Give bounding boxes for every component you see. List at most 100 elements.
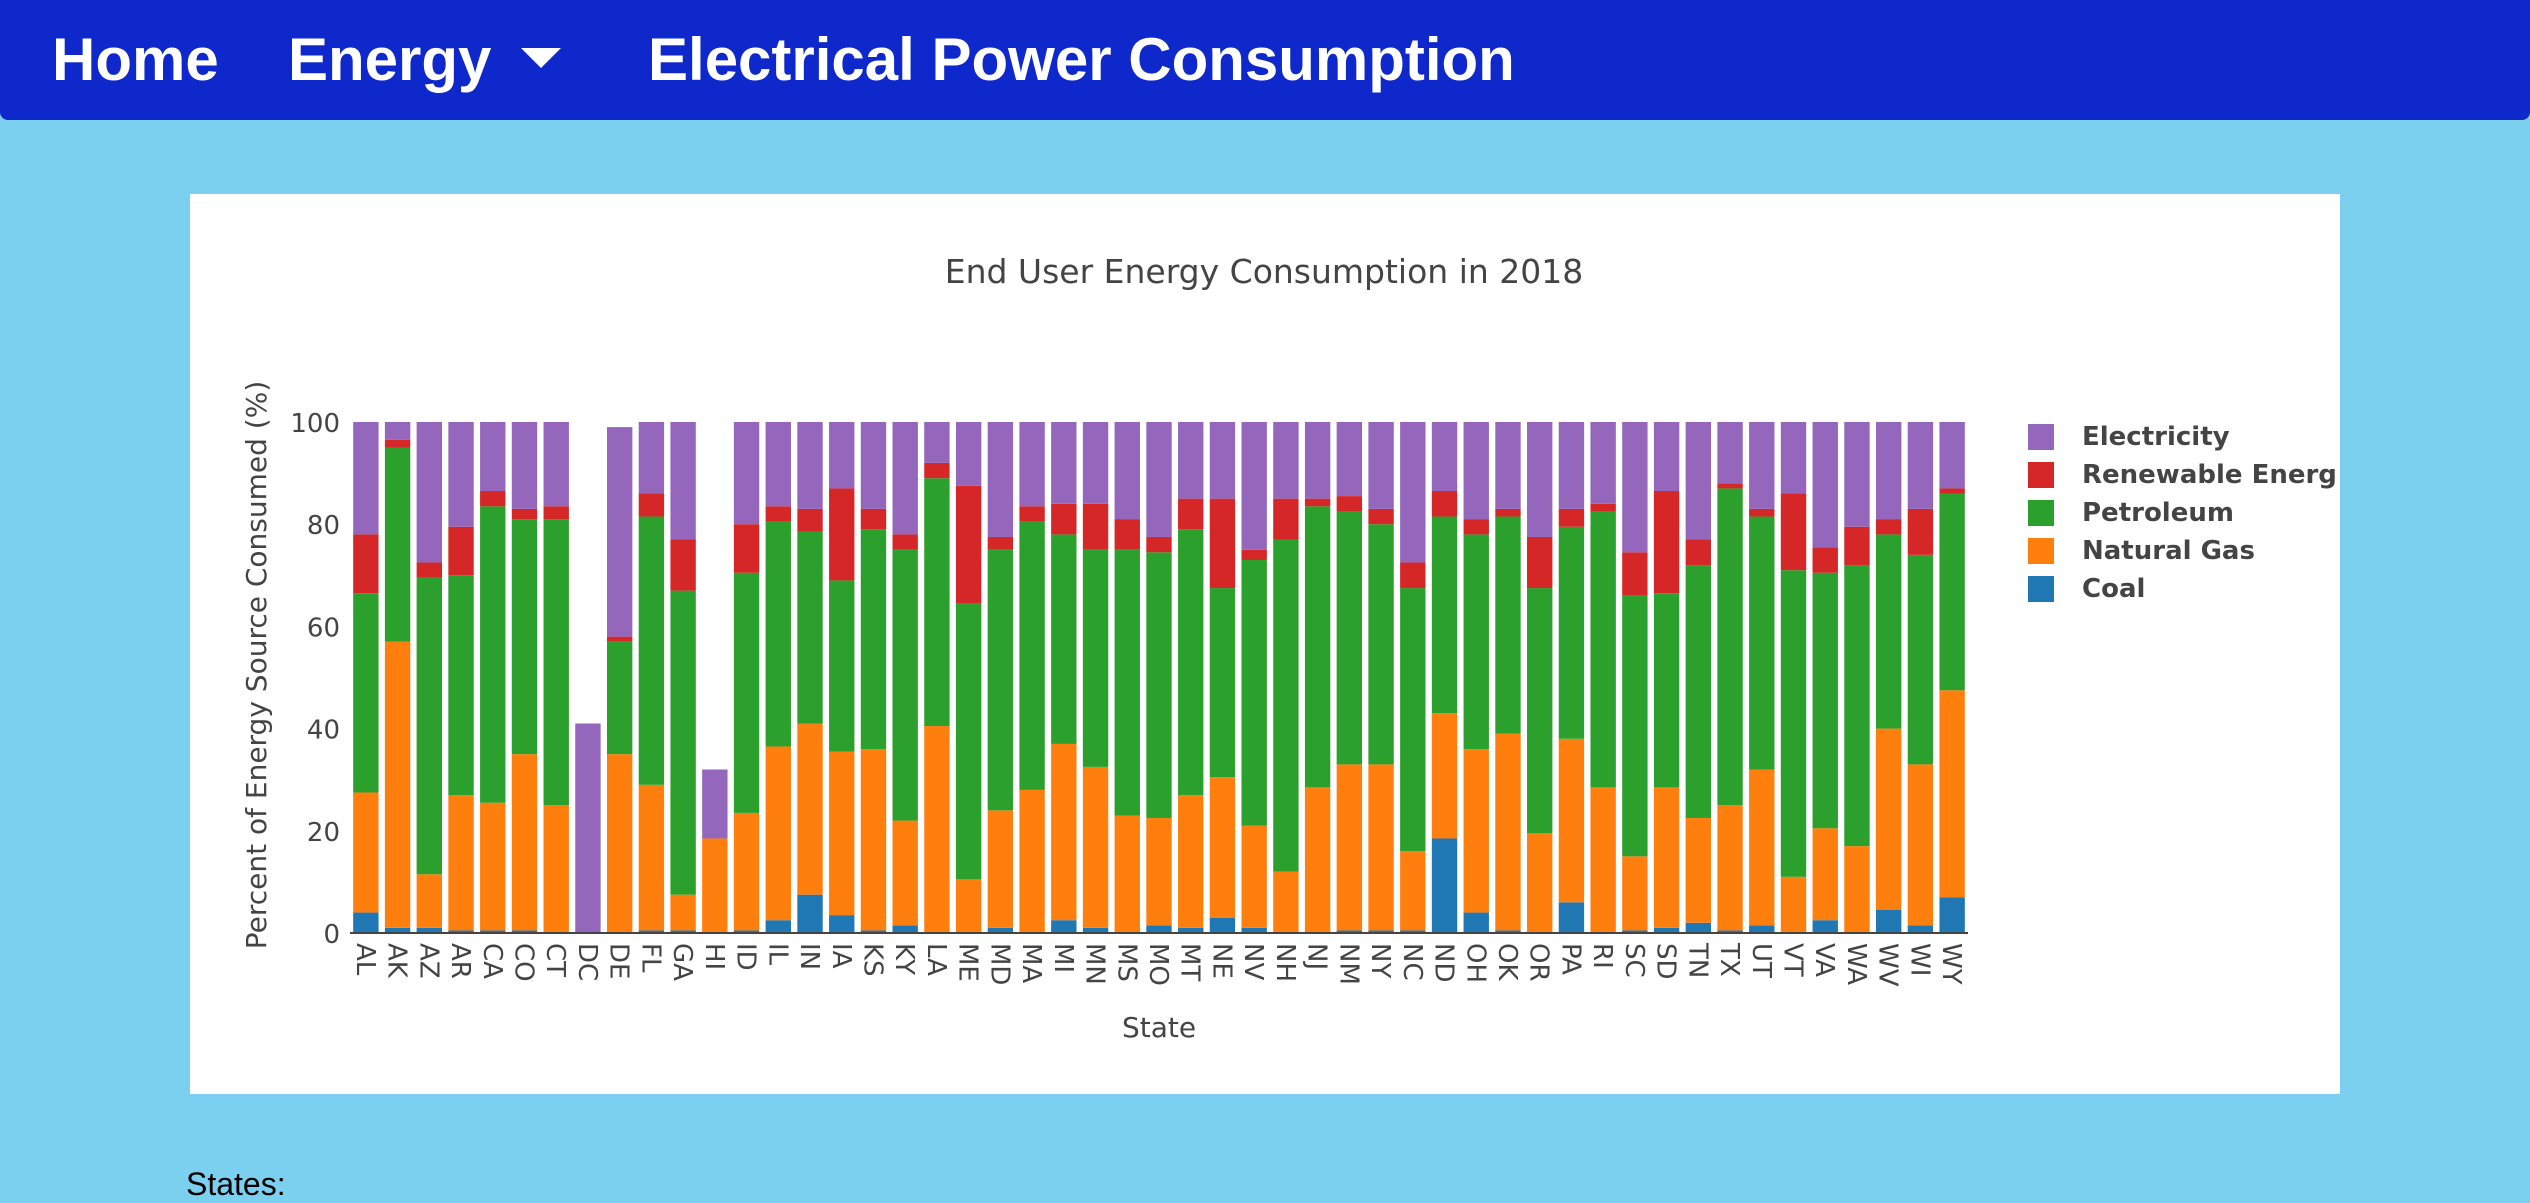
bar-nm-coal[interactable] — [1336, 930, 1363, 933]
bar-la-renewable-energ[interactable] — [924, 462, 950, 479]
bar-az-natural-gas[interactable] — [416, 874, 442, 928]
bar-ar-petroleum[interactable] — [448, 575, 474, 796]
bar-md-petroleum[interactable] — [987, 549, 1014, 811]
bar-wa-natural-gas[interactable] — [1844, 846, 1870, 933]
bar-nd-natural-gas[interactable] — [1431, 713, 1458, 839]
bar-ms-petroleum[interactable] — [1114, 549, 1140, 816]
bar-mo-coal[interactable] — [1146, 925, 1172, 933]
bar-ne-renewable-energ[interactable] — [1209, 498, 1236, 589]
bar-ms-renewable-energ[interactable] — [1114, 519, 1140, 550]
bar-nv-renewable-energ[interactable] — [1241, 549, 1267, 560]
bar-ri-renewable-energ[interactable] — [1590, 503, 1616, 512]
bar-wi-electricity[interactable] — [1907, 422, 1934, 509]
bar-mt-electricity[interactable] — [1178, 422, 1204, 499]
bar-ar-coal[interactable] — [448, 930, 474, 933]
bar-de-electricity[interactable] — [606, 427, 633, 637]
bar-pa-petroleum[interactable] — [1558, 526, 1585, 739]
bar-ct-electricity[interactable] — [543, 422, 569, 507]
bar-nj-natural-gas[interactable] — [1304, 787, 1331, 933]
bar-nv-coal[interactable] — [1241, 927, 1267, 933]
bar-fl-coal[interactable] — [638, 930, 665, 933]
bar-ut-petroleum[interactable] — [1749, 516, 1775, 770]
bar-hi-electricity[interactable] — [702, 769, 728, 839]
bar-sc-coal[interactable] — [1622, 930, 1648, 933]
bar-tx-electricity[interactable] — [1717, 422, 1743, 484]
bar-sc-electricity[interactable] — [1622, 422, 1648, 553]
bar-wv-coal[interactable] — [1876, 910, 1902, 933]
bar-mt-coal[interactable] — [1178, 927, 1204, 933]
bar-ny-renewable-energ[interactable] — [1368, 508, 1394, 525]
bar-az-electricity[interactable] — [416, 422, 442, 563]
bar-vt-electricity[interactable] — [1780, 422, 1807, 494]
bar-mi-renewable-energ[interactable] — [1051, 503, 1077, 535]
bar-wy-coal[interactable] — [1939, 897, 1965, 933]
bar-in-coal[interactable] — [797, 894, 823, 933]
bar-de-natural-gas[interactable] — [606, 754, 633, 933]
bar-md-renewable-energ[interactable] — [987, 536, 1014, 550]
bar-hi-natural-gas[interactable] — [702, 838, 728, 933]
bar-nh-petroleum[interactable] — [1273, 539, 1299, 872]
bar-fl-electricity[interactable] — [638, 422, 665, 494]
bar-nv-natural-gas[interactable] — [1241, 825, 1267, 928]
nav-energy-dropdown[interactable]: Energy — [288, 24, 562, 96]
bar-wi-coal[interactable] — [1907, 925, 1934, 933]
bar-ia-petroleum[interactable] — [829, 580, 855, 752]
legend-label[interactable]: Coal — [2082, 574, 2145, 604]
bar-me-renewable-energ[interactable] — [955, 485, 982, 604]
bar-ut-natural-gas[interactable] — [1749, 769, 1775, 926]
bar-nd-electricity[interactable] — [1431, 422, 1458, 491]
bar-ne-electricity[interactable] — [1209, 422, 1236, 499]
legend-label[interactable]: Electricity — [2082, 422, 2230, 452]
bar-ct-petroleum[interactable] — [543, 519, 569, 806]
bar-or-electricity[interactable] — [1527, 422, 1553, 537]
bar-wy-natural-gas[interactable] — [1939, 690, 1965, 898]
bar-nv-electricity[interactable] — [1241, 422, 1267, 550]
bar-ky-natural-gas[interactable] — [892, 820, 918, 926]
bar-nd-renewable-energ[interactable] — [1431, 490, 1458, 517]
bar-sd-renewable-energ[interactable] — [1653, 490, 1680, 594]
bar-tx-renewable-energ[interactable] — [1717, 483, 1743, 489]
bar-tn-petroleum[interactable] — [1685, 565, 1712, 819]
bar-wi-natural-gas[interactable] — [1907, 764, 1934, 926]
bar-ok-natural-gas[interactable] — [1495, 733, 1521, 931]
bar-oh-petroleum[interactable] — [1463, 534, 1489, 750]
bar-wv-natural-gas[interactable] — [1876, 728, 1902, 910]
bar-tn-coal[interactable] — [1685, 922, 1712, 933]
bar-ri-petroleum[interactable] — [1590, 511, 1616, 788]
bar-ks-petroleum[interactable] — [860, 529, 887, 750]
bar-me-electricity[interactable] — [955, 422, 982, 486]
bar-ca-natural-gas[interactable] — [480, 802, 506, 931]
nav-home-link[interactable]: Home — [52, 26, 219, 93]
bar-ok-electricity[interactable] — [1495, 422, 1521, 509]
bar-ky-electricity[interactable] — [892, 422, 918, 535]
bar-tx-petroleum[interactable] — [1717, 488, 1743, 806]
bar-ia-coal[interactable] — [829, 915, 855, 933]
bar-ar-renewable-energ[interactable] — [448, 526, 474, 576]
bar-mi-natural-gas[interactable] — [1051, 743, 1077, 921]
bar-il-coal[interactable] — [765, 920, 791, 933]
legend-swatch[interactable] — [2028, 576, 2054, 602]
bar-wi-renewable-energ[interactable] — [1907, 508, 1934, 555]
bar-mo-renewable-energ[interactable] — [1146, 536, 1172, 553]
bar-nj-petroleum[interactable] — [1304, 506, 1331, 788]
bar-ny-natural-gas[interactable] — [1368, 764, 1394, 931]
bar-mt-natural-gas[interactable] — [1178, 795, 1204, 928]
bar-fl-natural-gas[interactable] — [638, 784, 665, 931]
bar-fl-petroleum[interactable] — [638, 516, 665, 785]
bar-wy-petroleum[interactable] — [1939, 493, 1965, 691]
bar-la-petroleum[interactable] — [924, 478, 950, 727]
bar-ma-natural-gas[interactable] — [1019, 789, 1045, 933]
bar-vt-petroleum[interactable] — [1780, 570, 1807, 877]
bar-al-petroleum[interactable] — [353, 593, 379, 793]
bar-nh-renewable-energ[interactable] — [1273, 498, 1299, 540]
bar-ms-electricity[interactable] — [1114, 422, 1140, 520]
bar-sd-petroleum[interactable] — [1653, 593, 1680, 788]
bar-co-petroleum[interactable] — [511, 519, 538, 755]
bar-sc-natural-gas[interactable] — [1622, 856, 1648, 931]
bar-oh-coal[interactable] — [1463, 912, 1489, 933]
bar-ga-natural-gas[interactable] — [670, 894, 696, 931]
bar-md-natural-gas[interactable] — [987, 810, 1014, 928]
bar-ut-electricity[interactable] — [1749, 422, 1775, 509]
bar-ar-electricity[interactable] — [448, 422, 474, 527]
bar-mt-petroleum[interactable] — [1178, 529, 1204, 796]
